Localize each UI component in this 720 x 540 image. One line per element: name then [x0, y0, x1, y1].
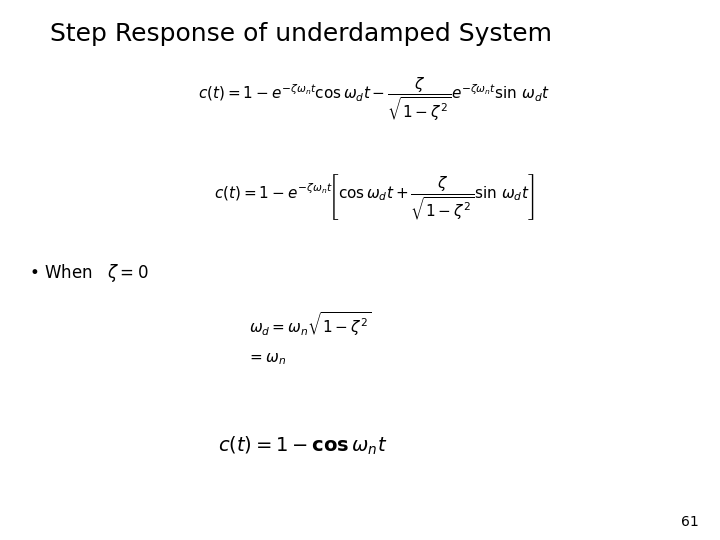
Text: • When   $\zeta = 0$: • When $\zeta = 0$	[29, 262, 148, 284]
Text: Step Response of underdamped System: Step Response of underdamped System	[50, 22, 552, 45]
Text: $c(t) = 1 - \mathbf{cos}\,\omega_n t$: $c(t) = 1 - \mathbf{cos}\,\omega_n t$	[217, 434, 387, 457]
Text: $= \omega_n$: $= \omega_n$	[247, 351, 286, 367]
Text: $c(t) = 1 - e^{-\zeta\omega_n t}\cos\omega_d t - \dfrac{\zeta}{\sqrt{1-\zeta^2}}: $c(t) = 1 - e^{-\zeta\omega_n t}\cos\ome…	[199, 76, 550, 124]
Text: 61: 61	[680, 515, 698, 529]
Text: $\omega_d = \omega_n\sqrt{1-\zeta^2}$: $\omega_d = \omega_n\sqrt{1-\zeta^2}$	[248, 310, 371, 338]
Text: $c(t) = 1 - e^{-\zeta\omega_n t}\!\left[\cos\omega_d t + \dfrac{\zeta}{\sqrt{1-\: $c(t) = 1 - e^{-\zeta\omega_n t}\!\left[…	[215, 172, 534, 222]
